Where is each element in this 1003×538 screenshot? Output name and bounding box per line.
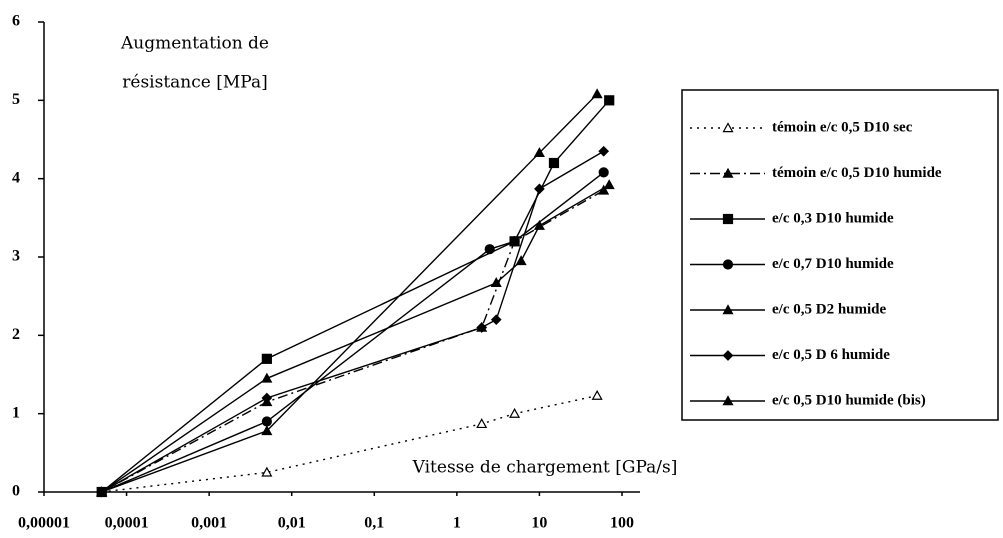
legend-label: e/c 0,5 D10 humide (bis)	[772, 392, 926, 408]
marker	[533, 219, 545, 230]
marker	[548, 157, 560, 169]
marker	[515, 255, 527, 266]
marker	[509, 236, 520, 247]
x-tick-label: 0,001	[191, 515, 227, 532]
x-axis-label: Vitesse de chargement [GPa/s]	[412, 458, 678, 478]
legend-label: e/c 0,7 D10 humide	[772, 256, 894, 272]
marker	[598, 167, 609, 178]
x-tick-label: 0,0001	[105, 515, 149, 532]
marker	[604, 95, 615, 106]
marker	[261, 425, 273, 436]
legend-label: e/c 0,5 D2 humide	[772, 301, 887, 317]
marker	[261, 353, 272, 364]
marker	[96, 486, 108, 497]
y-tick-label: 4	[12, 169, 20, 186]
y-axis-label: Augmentation de	[120, 34, 269, 54]
series-line	[101, 184, 610, 493]
marker	[598, 145, 610, 157]
y-tick-label: 2	[12, 326, 20, 343]
x-tick-label: 0,01	[278, 515, 306, 532]
marker	[261, 372, 273, 383]
legend-marker	[722, 259, 734, 270]
y-tick-label: 0	[12, 483, 20, 500]
series-line	[101, 189, 605, 493]
x-tick-label: 1	[453, 515, 461, 532]
legend-label: témoin e/c 0,5 D10 sec	[772, 119, 913, 135]
y-axis-label: résistance [MPa]	[122, 73, 267, 93]
legend-label: témoin e/c 0,5 D10 humide	[772, 165, 942, 181]
legend-marker	[722, 395, 734, 406]
marker	[591, 389, 603, 400]
legend-marker	[722, 213, 734, 225]
marker	[261, 392, 273, 404]
marker	[261, 466, 273, 477]
marker	[476, 418, 488, 429]
marker	[490, 314, 502, 326]
x-tick-label: 10	[531, 515, 547, 532]
marker	[533, 147, 545, 158]
y-tick-label: 6	[12, 13, 20, 30]
x-tick-label: 0,00001	[18, 515, 70, 532]
x-tick-label: 100	[610, 515, 634, 532]
marker	[603, 179, 615, 190]
legend-marker	[722, 304, 734, 315]
y-tick-label: 1	[12, 404, 20, 421]
marker	[534, 183, 545, 195]
marker	[490, 277, 502, 288]
y-tick-label: 5	[12, 91, 20, 108]
marker	[476, 322, 488, 333]
marker	[591, 88, 603, 99]
marker	[484, 244, 495, 255]
y-tick-label: 3	[12, 248, 20, 265]
marker	[509, 407, 521, 418]
marker	[261, 416, 272, 427]
legend-label: e/c 0,3 D10 humide	[772, 210, 894, 226]
legend-label: e/c 0,5 D 6 humide	[772, 347, 890, 363]
x-tick-label: 0,1	[364, 515, 384, 532]
legend-box	[681, 89, 999, 421]
legend-marker	[722, 167, 734, 178]
series-line	[101, 93, 598, 493]
legend-marker	[722, 122, 734, 133]
series-line	[101, 150, 605, 493]
legend-marker	[722, 350, 734, 361]
series-line	[101, 394, 598, 493]
